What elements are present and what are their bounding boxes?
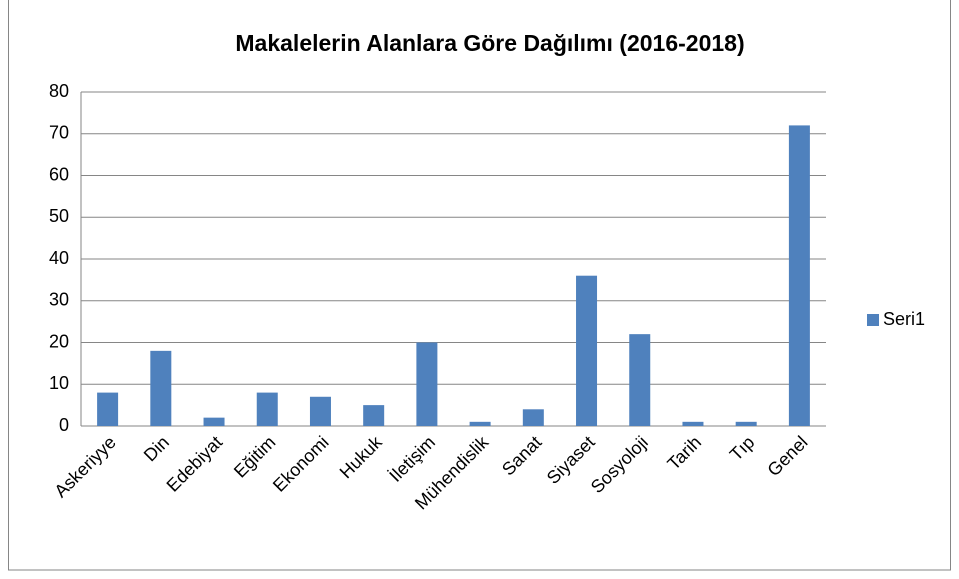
- y-tick-label: 0: [59, 415, 69, 435]
- bar: [576, 275, 598, 426]
- bar: [682, 421, 704, 426]
- bar: [256, 392, 278, 426]
- bar: [735, 421, 757, 426]
- bar: [203, 417, 225, 426]
- bar: [150, 350, 172, 426]
- bar: [629, 334, 651, 426]
- legend-label: Seri1: [883, 309, 925, 329]
- y-tick-label: 70: [49, 123, 69, 143]
- y-tick-label: 50: [49, 206, 69, 226]
- y-tick-label: 60: [49, 164, 69, 184]
- bar: [97, 392, 119, 426]
- legend-swatch: [867, 314, 879, 326]
- y-tick-label: 20: [49, 331, 69, 351]
- bar: [522, 409, 544, 426]
- y-tick-label: 10: [49, 373, 69, 393]
- bar: [788, 125, 810, 427]
- bar: [363, 405, 385, 426]
- chart-title: Makalelerin Alanlara Göre Dağılımı (2016…: [235, 30, 744, 56]
- y-tick-label: 30: [49, 290, 69, 310]
- y-tick-label: 80: [49, 81, 69, 101]
- bar: [469, 421, 491, 426]
- bar: [416, 342, 438, 426]
- y-tick-label: 40: [49, 248, 69, 268]
- bar: [309, 396, 331, 426]
